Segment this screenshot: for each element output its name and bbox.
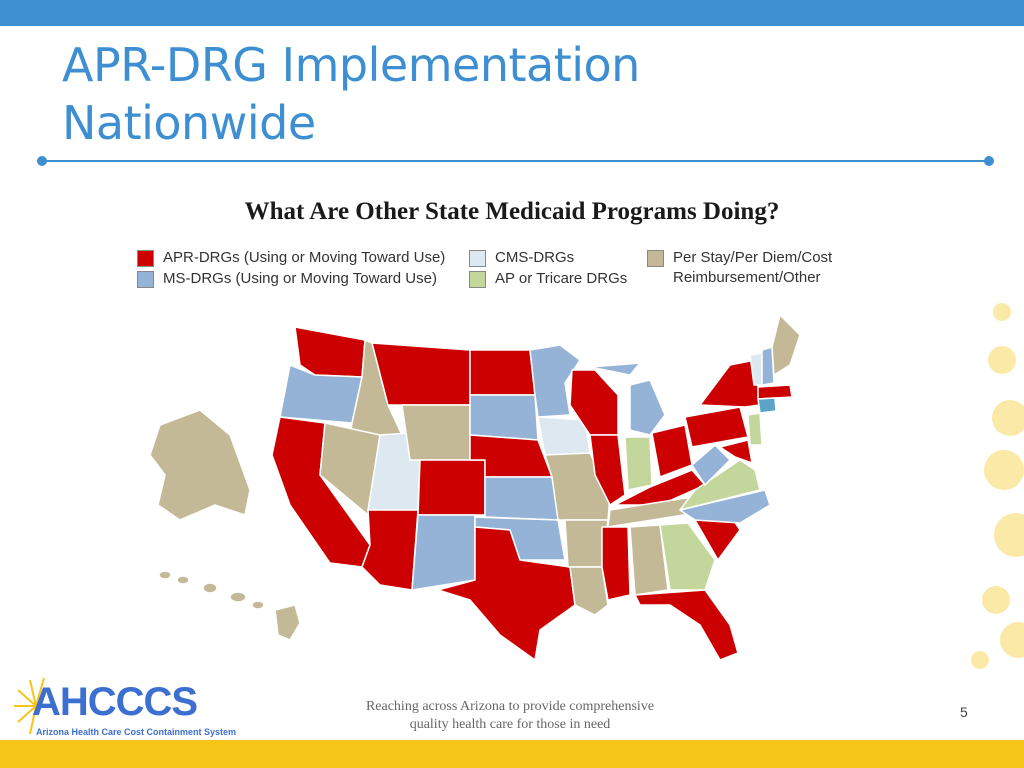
state-west-virginia bbox=[691, 444, 731, 486]
state-colorado bbox=[417, 459, 486, 516]
state-north-carolina bbox=[679, 489, 771, 524]
legend-swatch-cms bbox=[469, 250, 486, 267]
legend-swatch-ms bbox=[137, 271, 154, 288]
ahcccs-logo-text: AHCCCS bbox=[32, 680, 198, 724]
state-new-hampshire bbox=[761, 346, 775, 386]
state-indiana bbox=[624, 436, 653, 491]
state-massachusetts bbox=[757, 384, 793, 400]
legend-label-apr: APR-DRGs (Using or Moving Toward Use) bbox=[163, 249, 446, 266]
state-kansas bbox=[484, 476, 559, 521]
state-new-jersey bbox=[747, 412, 763, 446]
state-wyoming bbox=[401, 404, 471, 461]
state-pennsylvania bbox=[684, 406, 749, 448]
footer-tagline: Reaching across Arizona to provide compr… bbox=[340, 698, 680, 734]
state-minnesota bbox=[529, 344, 581, 418]
state-alaska bbox=[149, 409, 251, 521]
state-hawaii bbox=[158, 570, 301, 641]
state-ohio bbox=[651, 424, 693, 478]
state-new-mexico bbox=[411, 514, 476, 591]
legend-label-ap: AP or Tricare DRGs bbox=[495, 270, 628, 287]
state-florida bbox=[634, 589, 739, 661]
legend-label-per-stay-1: Per Stay/Per Diem/Cost bbox=[673, 249, 833, 266]
us-medicaid-map bbox=[149, 314, 801, 661]
state-north-dakota bbox=[469, 349, 536, 396]
state-arizona bbox=[361, 509, 419, 591]
underline-right-dot bbox=[984, 156, 994, 166]
legend-item-ap-tricare: AP or Tricare DRGs bbox=[469, 269, 627, 289]
state-connecticut bbox=[757, 397, 777, 414]
state-michigan bbox=[589, 362, 666, 436]
legend-swatch-apr bbox=[137, 250, 154, 267]
map-subtitle: What Are Other State Medicaid Programs D… bbox=[244, 198, 780, 225]
tagline-line-1: Reaching across Arizona to provide compr… bbox=[365, 699, 655, 714]
legend-label-per-stay-2: Reimbursement/Other bbox=[673, 269, 821, 286]
legend-item-ms-drg: MS-DRGs (Using or Moving Toward Use) bbox=[137, 269, 437, 289]
ahcccs-logo-subtitle: Arizona Health Care Cost Containment Sys… bbox=[36, 727, 237, 737]
legend-swatch-per-stay bbox=[647, 250, 664, 267]
state-virginia bbox=[679, 459, 761, 511]
map-legend: APR-DRGs (Using or Moving Toward Use) MS… bbox=[137, 248, 857, 294]
state-louisiana bbox=[569, 566, 609, 616]
state-montana bbox=[371, 342, 471, 406]
legend-item-cms-drg: CMS-DRGs bbox=[469, 248, 574, 268]
title-line-1: APR-DRG Implementation bbox=[62, 38, 640, 92]
state-illinois bbox=[589, 434, 626, 506]
tagline-line-2: quality health care for those in need bbox=[409, 717, 611, 732]
footer-band bbox=[0, 740, 1024, 768]
decorative-dots bbox=[971, 303, 1024, 669]
state-georgia bbox=[659, 522, 716, 591]
slide-title: APR-DRG Implementation Nationwide bbox=[62, 36, 640, 152]
top-bar bbox=[0, 0, 1024, 26]
ahcccs-logo-sun-icon bbox=[14, 677, 45, 735]
state-south-dakota bbox=[469, 394, 539, 441]
state-mississippi bbox=[601, 526, 631, 601]
state-texas bbox=[437, 526, 576, 661]
page-number: 5 bbox=[960, 704, 968, 720]
state-maryland bbox=[719, 439, 753, 464]
state-maine bbox=[771, 314, 801, 376]
legend-item-per-stay: Per Stay/Per Diem/Cost Reimbursement/Oth… bbox=[647, 248, 832, 288]
legend-label-per-stay: Per Stay/Per Diem/Cost Reimbursement/Oth… bbox=[673, 248, 832, 288]
title-underline bbox=[42, 160, 988, 162]
title-line-2: Nationwide bbox=[62, 96, 316, 150]
legend-item-apr-drg: APR-DRGs (Using or Moving Toward Use) bbox=[137, 248, 445, 268]
legend-label-ms: MS-DRGs (Using or Moving Toward Use) bbox=[163, 270, 437, 287]
state-alabama bbox=[629, 524, 669, 596]
legend-swatch-ap bbox=[469, 271, 486, 288]
underline-left-dot bbox=[37, 156, 47, 166]
legend-label-cms: CMS-DRGs bbox=[495, 249, 575, 266]
state-washington bbox=[294, 326, 366, 378]
